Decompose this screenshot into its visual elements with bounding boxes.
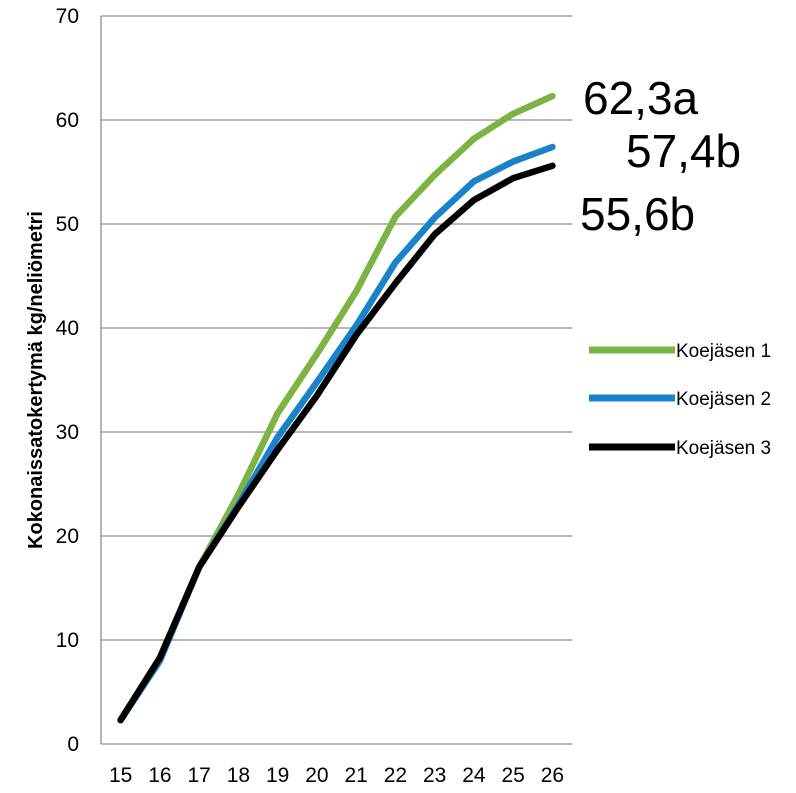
x-tick-label: 15	[109, 764, 132, 787]
x-tick-label: 22	[384, 764, 407, 787]
y-tick-label: 70	[56, 5, 79, 28]
x-tick-label: 16	[148, 764, 171, 787]
y-tick-label: 30	[56, 421, 79, 444]
x-tick-label: 25	[501, 764, 524, 787]
legend-label-1: Koejäsen 1	[676, 341, 771, 362]
series-line-3	[117, 162, 556, 724]
series-line-2	[117, 143, 556, 724]
x-tick-label: 17	[187, 764, 210, 787]
series-lines	[117, 92, 556, 724]
y-tick-label: 20	[56, 525, 79, 548]
legend-label-3: Koejäsen 3	[676, 438, 771, 459]
y-tick-label: 50	[56, 213, 79, 236]
y-tick-label: 60	[56, 109, 79, 132]
y-tick-label: 0	[67, 733, 79, 756]
axes	[100, 16, 572, 745]
x-tick-label: 20	[305, 764, 328, 787]
end-label-series-1: 62,3a	[583, 72, 699, 124]
gridlines	[101, 15, 572, 641]
x-tick-label: 21	[344, 764, 367, 787]
end-label-series-2: 57,4b	[626, 125, 741, 177]
end-value-labels: 62,3a 57,4b 55,6b	[580, 72, 741, 240]
y-tick-labels: 0 10 20 30 40 50 60 70	[56, 5, 79, 756]
x-tick-label: 26	[541, 764, 564, 787]
y-tick-label: 10	[56, 629, 79, 652]
end-label-series-3: 55,6b	[580, 188, 695, 240]
legend: Koejäsen 1 Koejäsen 2 Koejäsen 3	[589, 341, 771, 459]
y-tick-label: 40	[56, 317, 79, 340]
x-tick-label: 23	[423, 764, 446, 787]
x-tick-label: 18	[227, 764, 250, 787]
y-axis-label: Kokonaissatokertymä kg/neliömetri	[25, 211, 47, 549]
legend-label-2: Koejäsen 2	[676, 389, 771, 410]
x-tick-label: 24	[462, 764, 486, 787]
x-tick-label: 19	[266, 764, 289, 787]
x-tick-labels: 15 16 17 18 19 20 21 22 23 24 25 26	[109, 764, 564, 787]
